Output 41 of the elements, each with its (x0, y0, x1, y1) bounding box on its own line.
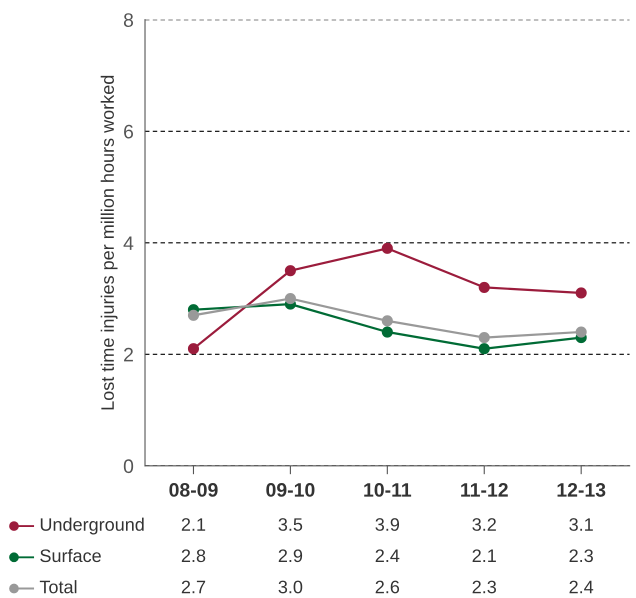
data-label: 2.9 (278, 549, 302, 562)
data-label: 2.4 (376, 549, 400, 562)
point (478, 332, 490, 344)
data-label: 3.2 (472, 518, 496, 531)
point (284, 265, 296, 276)
y-tick-label: 6 (124, 124, 134, 138)
data-label: 2.8 (182, 549, 206, 562)
data-label: 2.4 (570, 580, 594, 594)
data-label: 2.6 (376, 580, 400, 594)
data-label: 3.1 (569, 518, 593, 531)
x-tick-label: 10-11 (364, 483, 412, 497)
data-label: 3.0 (278, 580, 302, 594)
y-axis-title: Lost time injuries per million hours worked (100, 76, 118, 410)
data-label: 3.5 (278, 518, 302, 531)
x-tick-label: 11-12 (461, 483, 508, 497)
data-label: 2.3 (472, 580, 496, 594)
x-tick-label: 08-09 (169, 483, 218, 497)
legend-label: Surface (40, 548, 101, 562)
point (382, 326, 393, 338)
data-label: 2.1 (182, 518, 206, 531)
data-label: 2.3 (570, 549, 593, 562)
y-tick-label: 0 (124, 459, 134, 474)
point (478, 282, 490, 293)
point (382, 315, 393, 326)
x-tick-label: 12-13 (558, 483, 606, 497)
y-tick-label: 8 (124, 13, 134, 27)
data-label: 2.7 (182, 580, 206, 594)
legend-label: Total (40, 580, 76, 594)
point (576, 326, 587, 338)
legend-label: Underground (40, 518, 144, 534)
point (188, 343, 200, 354)
point (284, 292, 296, 304)
point (478, 343, 490, 354)
data-label: 3.9 (375, 518, 400, 531)
x-tick-label: 09-10 (266, 483, 314, 497)
point (188, 310, 200, 321)
data-label: 2.1 (472, 549, 496, 562)
y-tick-label: 4 (124, 236, 134, 250)
point (576, 287, 587, 299)
point (382, 242, 393, 254)
y-tick-label: 2 (124, 348, 133, 362)
